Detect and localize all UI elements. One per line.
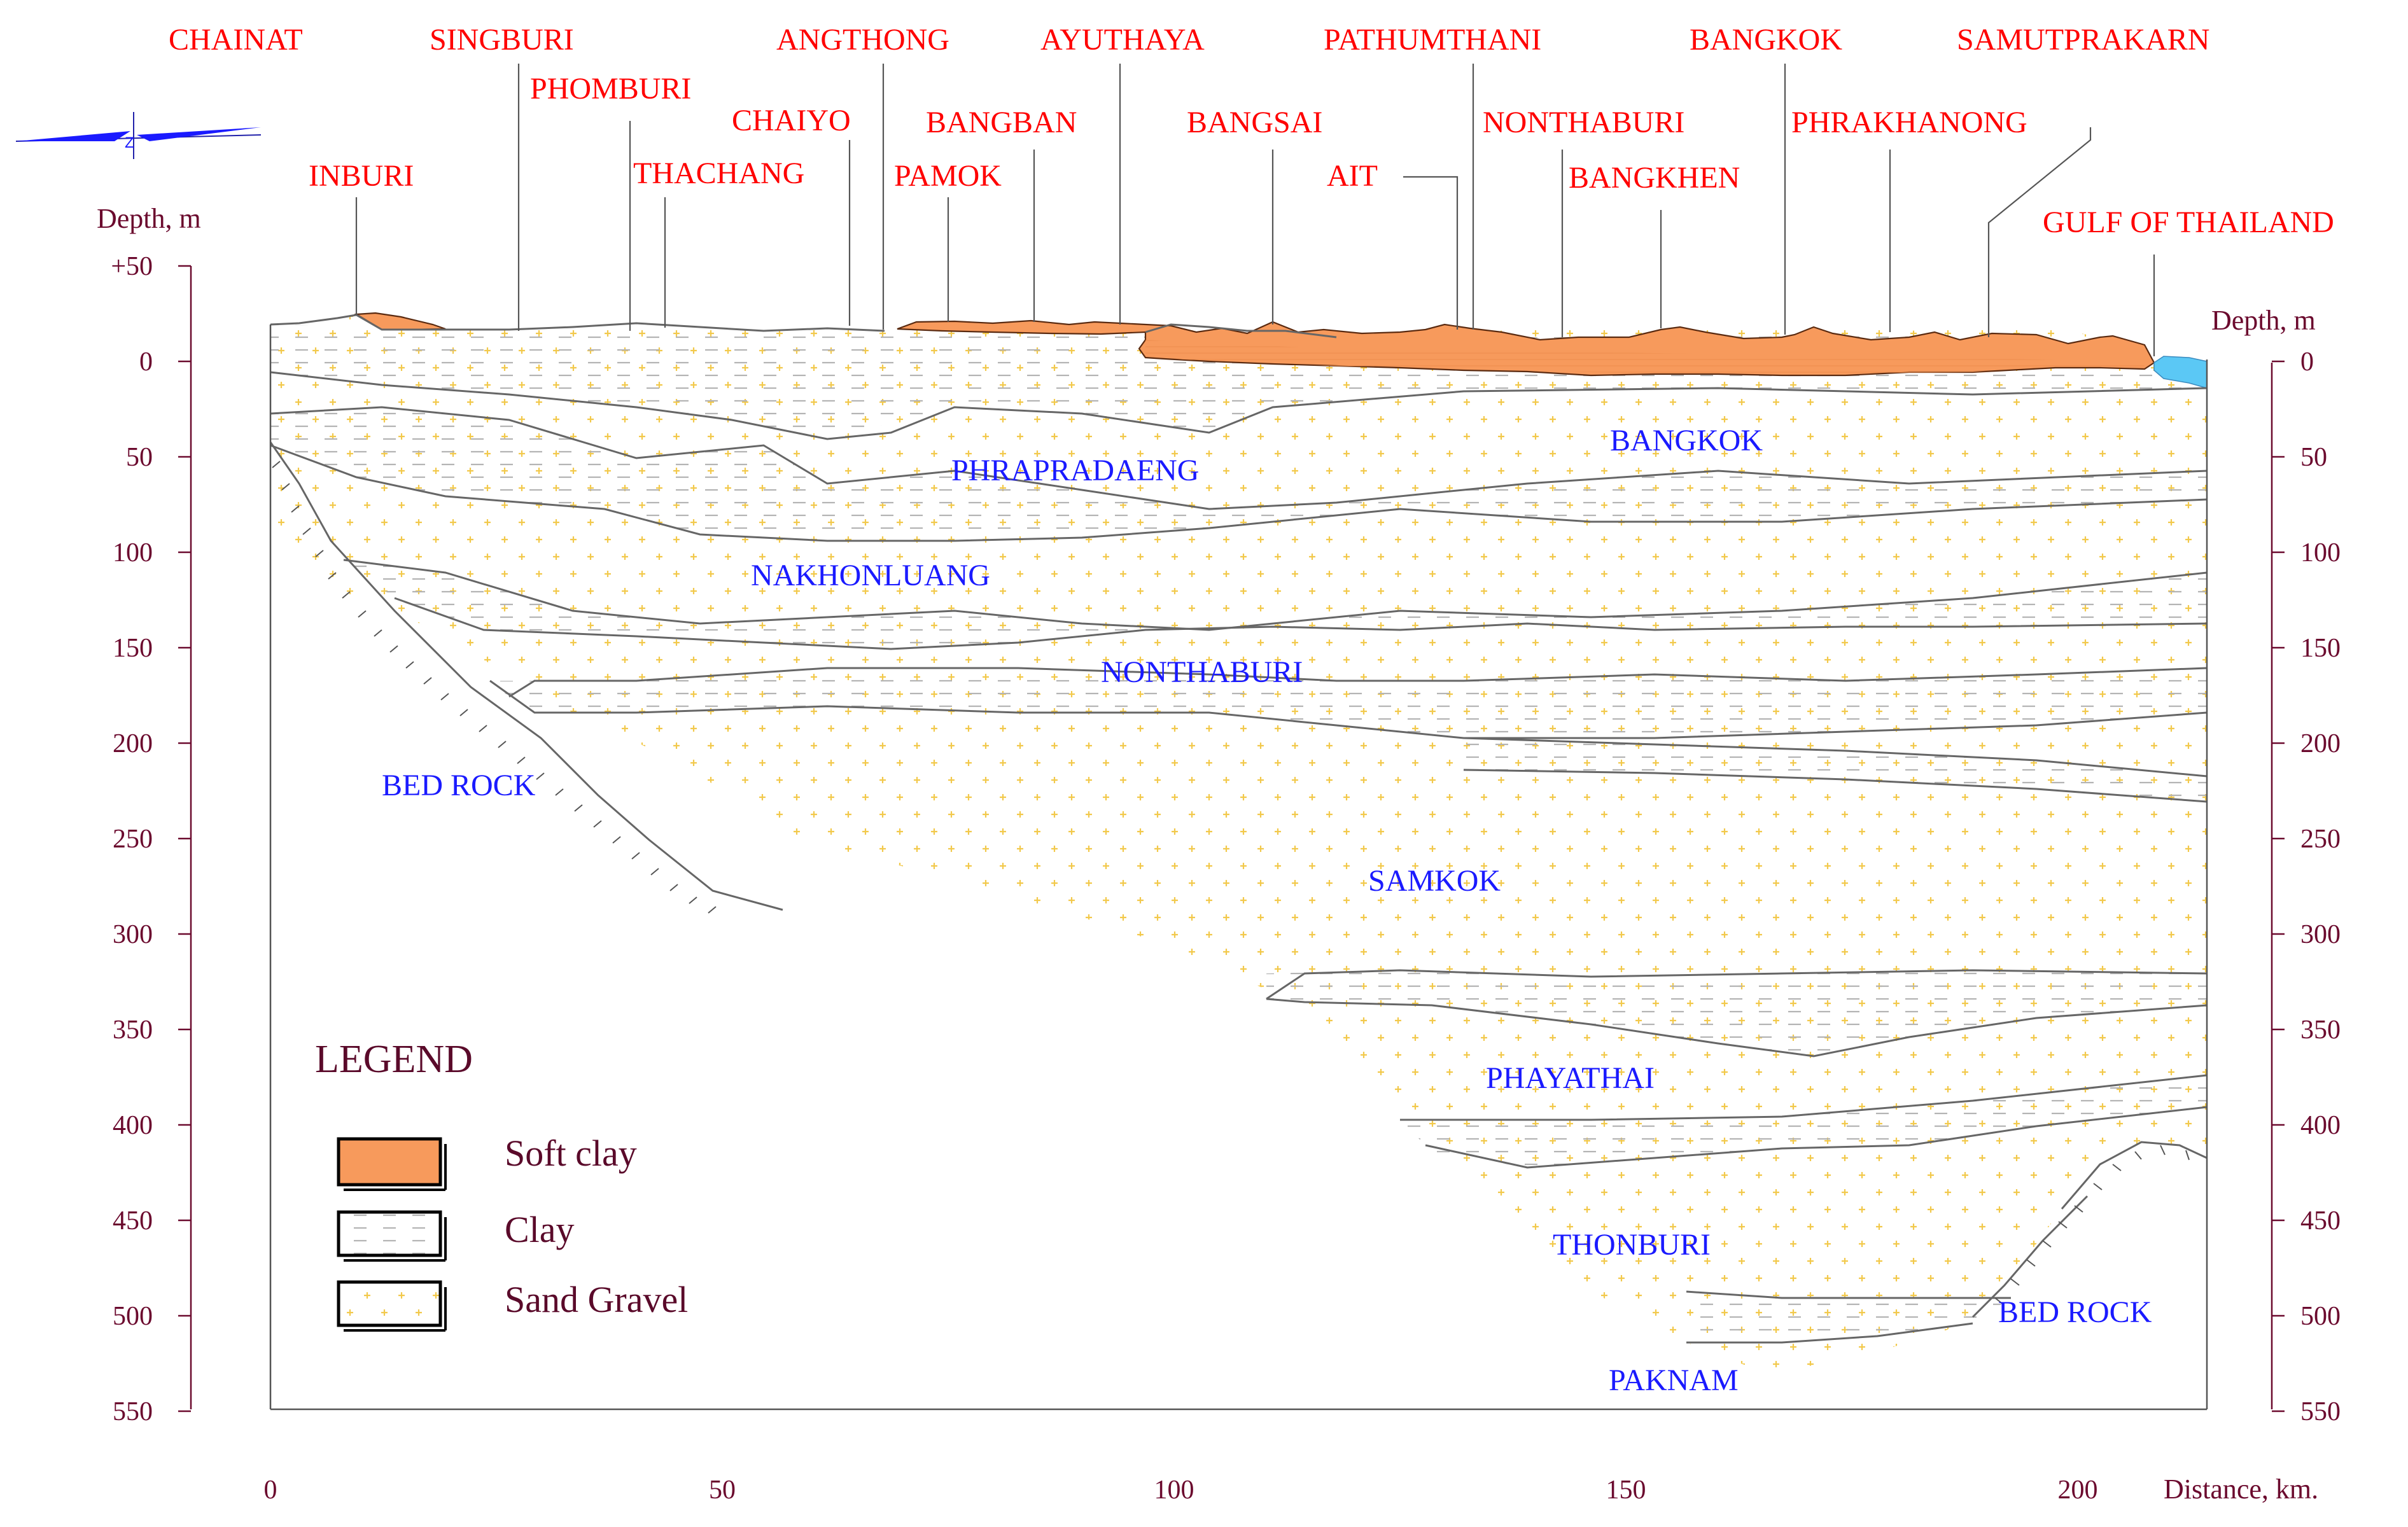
formation-bangkok: BANGKOK: [1610, 424, 1763, 457]
label-chainat: CHAINAT: [169, 23, 303, 57]
label-bangsai: BANGSAI: [1187, 106, 1322, 139]
layer-boundaries: [269, 314, 2208, 1344]
legend-label-clay: Clay: [505, 1209, 575, 1250]
left-depth-tick-label: 150: [113, 634, 153, 663]
left-depth-axis: +50 0 50 100 150 200 250 300 350 400 450 500 550 Dep…: [97, 203, 201, 1426]
right-depth-tick-label: 550: [2300, 1397, 2341, 1426]
right-axis-title: Depth, m: [2211, 305, 2316, 336]
legend-label-soft-clay: Soft clay: [505, 1133, 637, 1174]
right-depth-axis: 0 50 100 150 200 250 300 350 400 450 500 550 Depth,…: [2211, 305, 2341, 1426]
north-arrow-icon: Z: [15, 112, 262, 159]
legend-title: LEGEND: [315, 1038, 473, 1081]
left-axis-title: Depth, m: [97, 203, 201, 234]
label-ait: AIT: [1327, 159, 1378, 193]
right-depth-tick-label: 100: [2300, 538, 2341, 568]
formation-phrapradaeng: PHRAPRADAENG: [951, 454, 1199, 487]
right-depth-tick-label: 500: [2300, 1302, 2341, 1331]
bedrock-left-label: BED ROCK: [382, 769, 536, 802]
label-gulf-of-thailand: GULF OF THAILAND: [2043, 206, 2334, 239]
legend-label-sand-gravel: Sand Gravel: [505, 1279, 688, 1320]
formation-samkok: SAMKOK: [1368, 864, 1501, 898]
formation-phayathai: PHAYATHAI: [1486, 1061, 1655, 1095]
label-bangkok: BANGKOK: [1690, 23, 1842, 57]
legend-item-clay: Clay: [337, 1209, 575, 1262]
formation-nakhonluang: NAKHONLUANG: [751, 559, 990, 592]
distance-tick-label: 0: [264, 1475, 277, 1505]
left-depth-tick-label: 250: [113, 825, 153, 854]
label-singburi: SINGBURI: [430, 23, 574, 57]
label-pamok: PAMOK: [894, 159, 1002, 193]
legend-item-sand-gravel: Sand Gravel: [337, 1279, 688, 1332]
label-phomburi: PHOMBURI: [530, 72, 691, 106]
left-depth-tick-label: 450: [113, 1206, 153, 1236]
label-nonthaburi: NONTHABURI: [1483, 106, 1684, 139]
left-depth-tick-label: 300: [113, 920, 153, 949]
label-inburi: INBURI: [309, 159, 414, 193]
distance-tick-label: 100: [1154, 1475, 1194, 1505]
location-leaders: [355, 64, 2155, 356]
bedrock-right-label: BED ROCK: [1998, 1295, 2152, 1329]
label-thachang: THACHANG: [633, 157, 804, 190]
label-chaiyo: CHAIYO: [732, 104, 851, 137]
label-angthong: ANGTHONG: [776, 23, 949, 57]
right-depth-tick-label: 50: [2300, 443, 2327, 472]
distance-tick-label: 50: [709, 1475, 736, 1505]
right-depth-tick-label: 400: [2300, 1111, 2341, 1140]
label-samutprakarn: SAMUTPRAKARN: [1957, 23, 2209, 57]
formation-labels: BANGKOK PHRAPRADAENG NAKHONLUANG NONTHAB…: [382, 424, 2152, 1397]
distance-tick-label: 200: [2058, 1475, 2098, 1505]
left-depth-tick-label: 50: [126, 443, 153, 472]
label-bangkhen: BANGKHEN: [1569, 161, 1740, 195]
formation-thonburi: THONBURI: [1553, 1228, 1711, 1262]
left-depth-tick-label: 350: [113, 1015, 153, 1045]
label-phrakhanong: PHRAKHANONG: [1791, 106, 2027, 139]
left-depth-tick-label: 100: [113, 538, 153, 568]
soft-clay-layers: [354, 312, 2208, 389]
right-depth-tick-label: 0: [2300, 347, 2314, 377]
left-depth-tick-label: +50: [111, 252, 153, 281]
right-depth-tick-label: 150: [2300, 634, 2341, 663]
left-depth-tick-label: 0: [139, 347, 153, 377]
right-depth-tick-label: 250: [2300, 825, 2341, 854]
right-depth-tick-label: 350: [2300, 1015, 2341, 1045]
svg-text:Z: Z: [125, 134, 134, 151]
bedrock-hatching: [272, 461, 2190, 1305]
legend: LEGEND Soft clay Clay Sand Gravel: [315, 1038, 688, 1332]
sediment-body: [270, 315, 2207, 1374]
left-depth-tick-label: 400: [113, 1111, 153, 1140]
right-depth-tick-label: 300: [2300, 920, 2341, 949]
distance-axis: 0 50 100 150 200 Distance, km.: [264, 1474, 2319, 1505]
formation-nonthaburi: NONTHABURI: [1101, 655, 1303, 689]
formation-paknam: PAKNAM: [1609, 1363, 1739, 1397]
distance-tick-label: 150: [1606, 1475, 1646, 1505]
right-depth-tick-label: 200: [2300, 729, 2341, 758]
label-pathumthani: PATHUMTHANI: [1324, 23, 1541, 57]
legend-item-soft-clay: Soft clay: [337, 1133, 637, 1191]
left-depth-tick-label: 550: [113, 1397, 153, 1426]
right-depth-tick-label: 450: [2300, 1206, 2341, 1236]
left-depth-tick-label: 200: [113, 729, 153, 758]
label-ayuthaya: AYUTHAYA: [1040, 23, 1205, 57]
distance-axis-title: Distance, km.: [2164, 1474, 2318, 1505]
label-bangban: BANGBAN: [926, 106, 1077, 139]
left-depth-tick-label: 500: [113, 1302, 153, 1331]
location-labels: CHAINAT SINGBURI PHOMBURI INBURI THACHAN…: [169, 23, 2334, 239]
